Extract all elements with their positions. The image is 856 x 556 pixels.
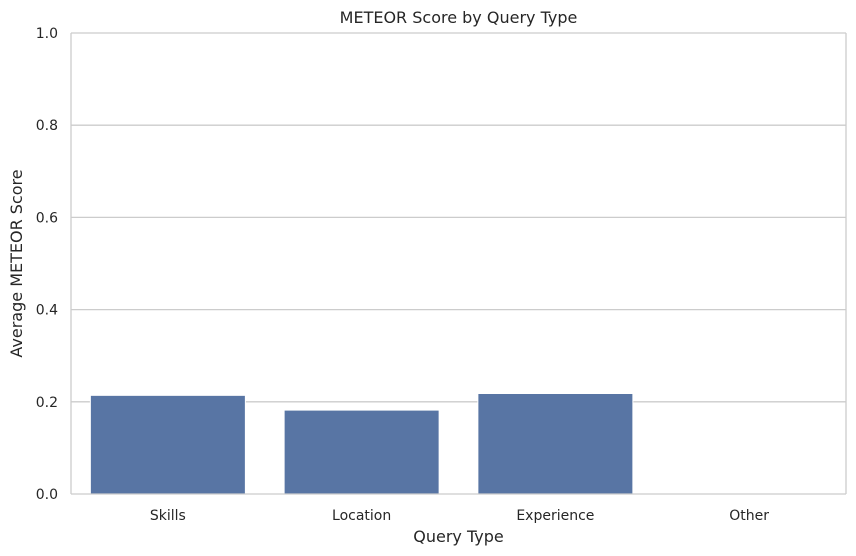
x-tick-label: Location [332,508,391,524]
x-tick-labels: Skills Location Experience Other [150,508,769,524]
bars [89,393,634,495]
x-tick-label: Experience [516,508,594,524]
y-tick-labels: 0.0 0.2 0.4 0.6 0.8 1.0 [36,26,58,503]
bar-location [283,409,440,495]
y-tick-label: 0.6 [36,210,58,226]
bar-experience [477,393,634,495]
y-tick-label: 0.0 [36,487,58,503]
plot-frame [70,32,847,495]
y-tick-label: 0.8 [36,118,58,134]
x-axis-label: Query Type [413,527,503,546]
x-tick-label: Skills [150,508,186,524]
y-tick-label: 1.0 [36,26,58,42]
y-tick-label: 0.4 [36,303,58,319]
y-tick-label: 0.2 [36,395,58,411]
grid-lines [71,124,846,403]
y-axis-label: Average METEOR Score [7,169,26,357]
chart-title: METEOR Score by Query Type [340,8,578,27]
bar-skills [89,394,246,495]
x-tick-label: Other [729,508,769,524]
